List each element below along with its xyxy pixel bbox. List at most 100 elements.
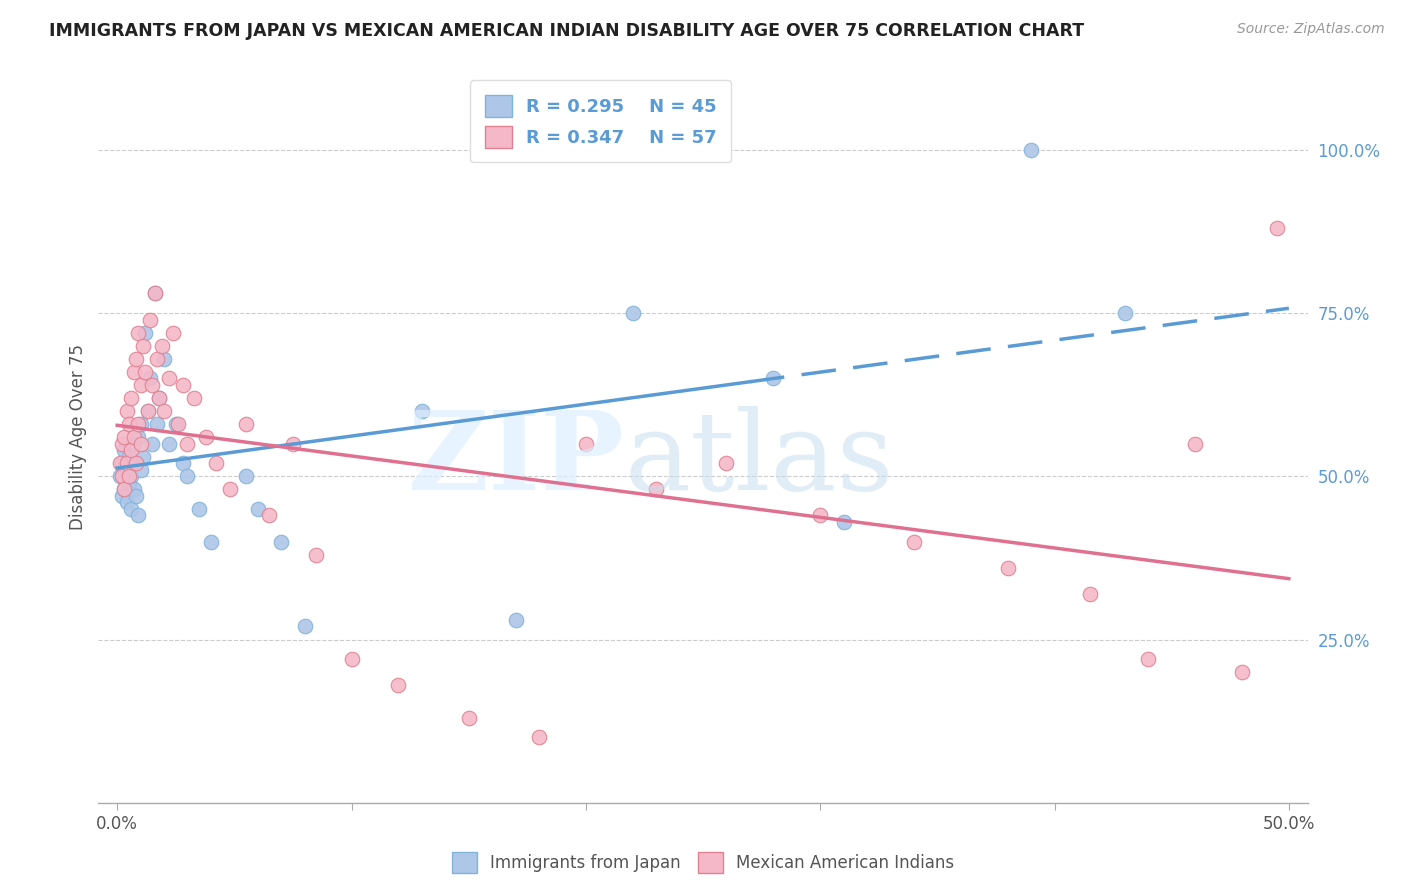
Point <box>122 365 145 379</box>
Point <box>120 391 142 405</box>
Point <box>127 430 149 444</box>
Point <box>235 417 257 431</box>
Text: IMMIGRANTS FROM JAPAN VS MEXICAN AMERICAN INDIAN DISABILITY AGE OVER 75 CORRELAT: IMMIGRANTS FROM JAPAN VS MEXICAN AMERICA… <box>49 22 1084 40</box>
Point <box>235 469 257 483</box>
Point <box>111 469 134 483</box>
Point <box>1137 652 1160 666</box>
Point <box>1184 436 1206 450</box>
Point <box>176 436 198 450</box>
Point <box>139 371 162 385</box>
Legend: R = 0.295    N = 45, R = 0.347    N = 57: R = 0.295 N = 45, R = 0.347 N = 57 <box>470 80 731 162</box>
Point <box>270 534 292 549</box>
Point <box>132 339 155 353</box>
Point <box>167 417 190 431</box>
Point <box>139 312 162 326</box>
Point <box>146 351 169 366</box>
Point <box>148 391 170 405</box>
Point <box>832 515 855 529</box>
Point <box>115 456 138 470</box>
Point <box>127 326 149 340</box>
Point <box>146 417 169 431</box>
Point <box>115 463 138 477</box>
Point <box>903 534 925 549</box>
Point <box>259 508 281 523</box>
Point <box>122 430 145 444</box>
Point <box>176 469 198 483</box>
Point <box>143 286 166 301</box>
Y-axis label: Disability Age Over 75: Disability Age Over 75 <box>69 344 87 530</box>
Point <box>125 489 148 503</box>
Point <box>157 371 180 385</box>
Point <box>527 731 550 745</box>
Point <box>281 436 304 450</box>
Point <box>129 463 152 477</box>
Point <box>762 371 785 385</box>
Point <box>127 417 149 431</box>
Point <box>162 326 184 340</box>
Point <box>150 339 173 353</box>
Point <box>200 534 222 549</box>
Point <box>172 456 194 470</box>
Point <box>136 404 159 418</box>
Point <box>134 326 156 340</box>
Point <box>172 377 194 392</box>
Point <box>111 456 134 470</box>
Point <box>645 483 668 497</box>
Point <box>157 436 180 450</box>
Point <box>141 377 163 392</box>
Point <box>246 502 269 516</box>
Point <box>115 495 138 509</box>
Point <box>716 456 738 470</box>
Point <box>1019 143 1042 157</box>
Point <box>134 365 156 379</box>
Point <box>183 391 205 405</box>
Point <box>294 619 316 633</box>
Point <box>112 443 135 458</box>
Point <box>120 443 142 458</box>
Point <box>195 430 218 444</box>
Point <box>387 678 409 692</box>
Point <box>120 502 142 516</box>
Point <box>112 483 135 497</box>
Point <box>188 502 211 516</box>
Point <box>1265 221 1288 235</box>
Point <box>457 711 479 725</box>
Point <box>621 306 644 320</box>
Point <box>129 377 152 392</box>
Point <box>118 417 141 431</box>
Point <box>115 404 138 418</box>
Point <box>125 351 148 366</box>
Point <box>143 286 166 301</box>
Point <box>111 489 134 503</box>
Point <box>108 456 131 470</box>
Point <box>125 456 148 470</box>
Point <box>112 430 135 444</box>
Point <box>340 652 363 666</box>
Point <box>165 417 187 431</box>
Point <box>132 450 155 464</box>
Point <box>204 456 226 470</box>
Point <box>129 417 152 431</box>
Point <box>218 483 240 497</box>
Point <box>136 404 159 418</box>
Point <box>112 483 135 497</box>
Point <box>575 436 598 450</box>
Text: ZIP: ZIP <box>408 406 624 513</box>
Point <box>118 450 141 464</box>
Point <box>305 548 328 562</box>
Point <box>108 469 131 483</box>
Point <box>127 508 149 523</box>
Point <box>153 351 176 366</box>
Legend: Immigrants from Japan, Mexican American Indians: Immigrants from Japan, Mexican American … <box>446 846 960 880</box>
Point <box>808 508 831 523</box>
Point <box>1114 306 1136 320</box>
Text: atlas: atlas <box>624 406 894 513</box>
Point <box>120 469 142 483</box>
Point <box>153 404 176 418</box>
Point <box>122 483 145 497</box>
Point <box>129 436 152 450</box>
Point <box>125 456 148 470</box>
Point <box>122 436 145 450</box>
Text: Source: ZipAtlas.com: Source: ZipAtlas.com <box>1237 22 1385 37</box>
Point <box>141 436 163 450</box>
